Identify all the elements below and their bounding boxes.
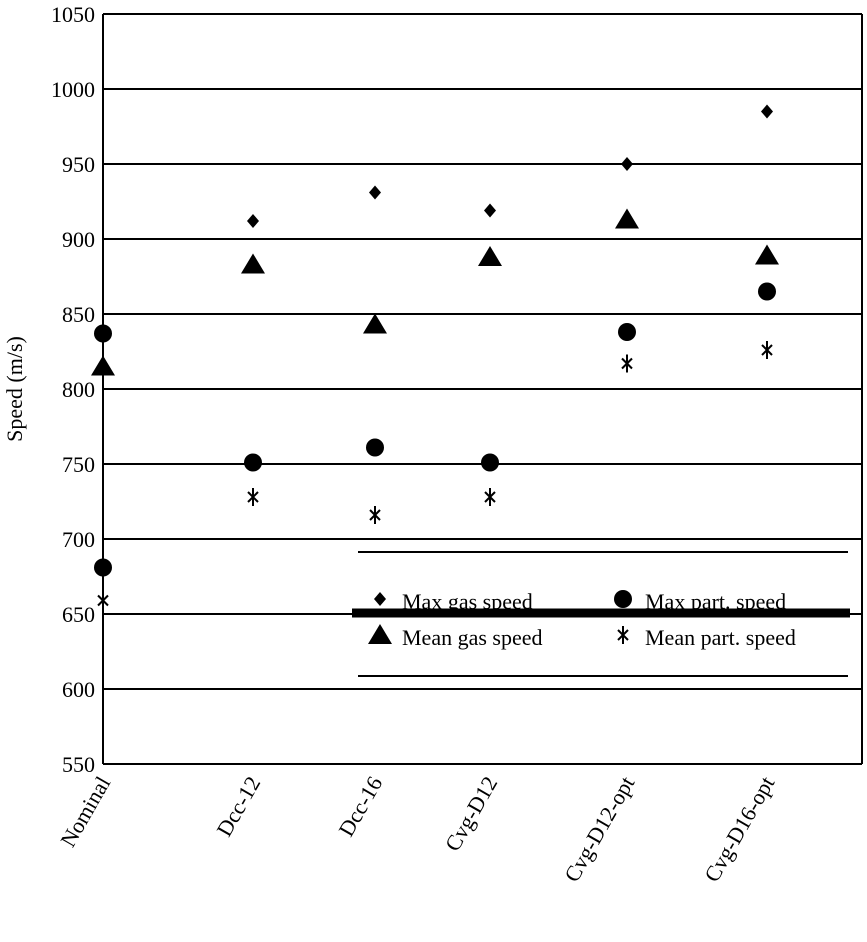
y-tick-label: 750	[62, 452, 95, 477]
asterisk-stroke	[369, 509, 381, 521]
diamond-marker	[247, 214, 259, 228]
y-tick-label: 700	[62, 527, 95, 552]
y-tick-label: 800	[62, 377, 95, 402]
triangle-marker	[363, 313, 387, 334]
y-tick-label: 1000	[51, 77, 95, 102]
circle-marker	[94, 558, 112, 577]
circle-marker	[481, 453, 499, 472]
asterisk-marker	[617, 626, 629, 644]
asterisk-stroke	[761, 344, 773, 356]
y-tick-label: 900	[62, 227, 95, 252]
asterisk-stroke	[484, 491, 496, 503]
circle-marker	[758, 282, 776, 301]
circle-marker	[618, 323, 636, 341]
x-tick-label: Nominal	[55, 772, 115, 851]
y-tick-label: 600	[62, 677, 95, 702]
asterisk-marker	[247, 488, 259, 506]
triangle-marker	[368, 624, 392, 644]
circle-marker	[614, 590, 632, 608]
diamond-marker	[761, 104, 773, 119]
y-tick-label: 550	[62, 752, 95, 777]
diamond-marker	[484, 203, 496, 218]
y-tick-label: 650	[62, 602, 95, 627]
legend-label: Mean part. speed	[645, 625, 796, 650]
x-tick-label: Cvg-D12	[440, 772, 503, 855]
diamond-marker	[621, 157, 633, 171]
asterisk-stroke	[617, 629, 629, 641]
diamond-marker	[374, 592, 386, 606]
asterisk-marker	[97, 591, 109, 610]
asterisk-stroke	[621, 357, 633, 370]
asterisk-marker	[621, 354, 633, 373]
x-tick-label: Cvg-D16-opt	[699, 772, 779, 886]
triangle-marker	[755, 244, 779, 265]
circle-marker	[94, 324, 112, 343]
circle-marker	[366, 438, 384, 457]
asterisk-marker	[761, 341, 773, 359]
y-tick-label: 1050	[51, 2, 95, 27]
triangle-marker	[91, 355, 115, 376]
x-tick-label: Dcc-16	[333, 772, 387, 841]
y-tick-label: 950	[62, 152, 95, 177]
asterisk-stroke	[247, 491, 259, 503]
circle-marker	[244, 453, 262, 472]
y-axis-label: Speed (m/s)	[2, 336, 27, 442]
triangle-marker	[241, 253, 265, 274]
asterisk-marker	[369, 506, 381, 524]
diamond-marker	[369, 185, 381, 200]
y-tick-labels: 550 600 650 700 750 800 850 900 950 1000 1050	[51, 2, 95, 777]
data-points	[91, 104, 779, 610]
asterisk-marker	[484, 488, 496, 506]
asterisk-stroke	[97, 594, 109, 607]
x-tick-label: Dcc-12	[211, 772, 265, 841]
y-tick-label: 850	[62, 302, 95, 327]
triangle-marker	[478, 246, 502, 266]
x-tick-label: Cvg-D12-opt	[559, 772, 639, 886]
x-tick-labels: Nominal Dcc-12 Dcc-16 Cvg-D12 Cvg-D12-opt Cvg…	[55, 772, 779, 886]
triangle-marker	[615, 208, 639, 229]
legend-label: Mean gas speed	[402, 625, 543, 650]
